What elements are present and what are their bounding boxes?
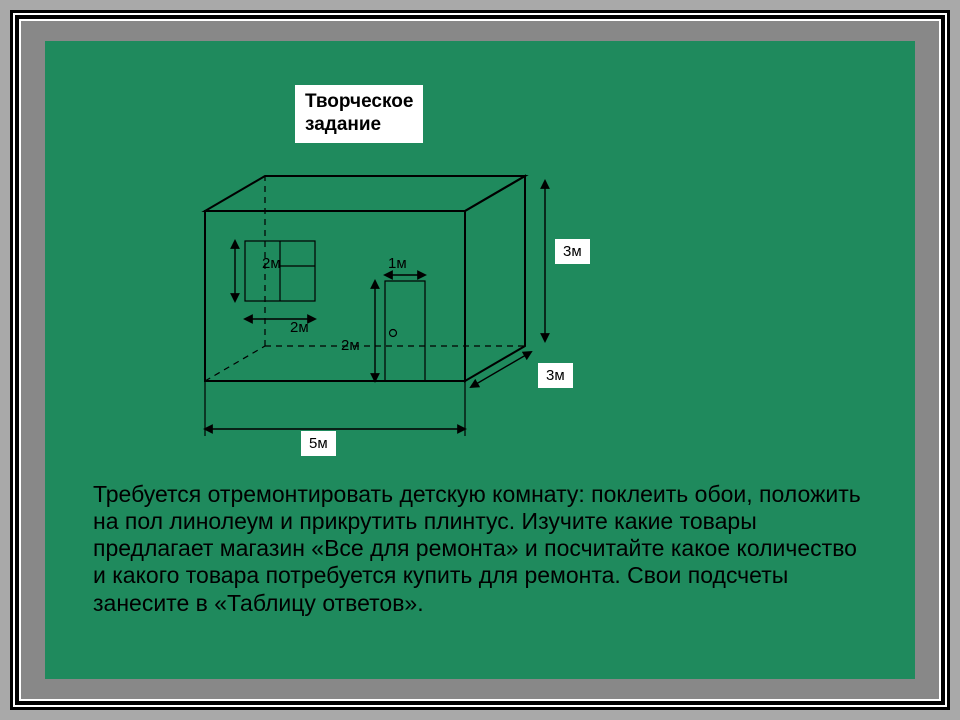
dim-room-height: 3м: [555, 239, 590, 264]
room-diagram: [45, 41, 925, 481]
dim-door-height: 2м: [341, 337, 360, 354]
dim-room-width: 5м: [301, 431, 336, 456]
dim-window-width: 2м: [290, 319, 309, 336]
dim-window-height: 2м: [262, 255, 281, 272]
outer-frame: Творческоезадание: [10, 10, 950, 710]
task-paragraph: Требуется отремонтировать детскую комнат…: [93, 481, 875, 617]
dim-room-depth: 3м: [538, 363, 573, 388]
dim-door-width: 1м: [388, 255, 407, 272]
slide: Творческоезадание: [45, 41, 915, 679]
